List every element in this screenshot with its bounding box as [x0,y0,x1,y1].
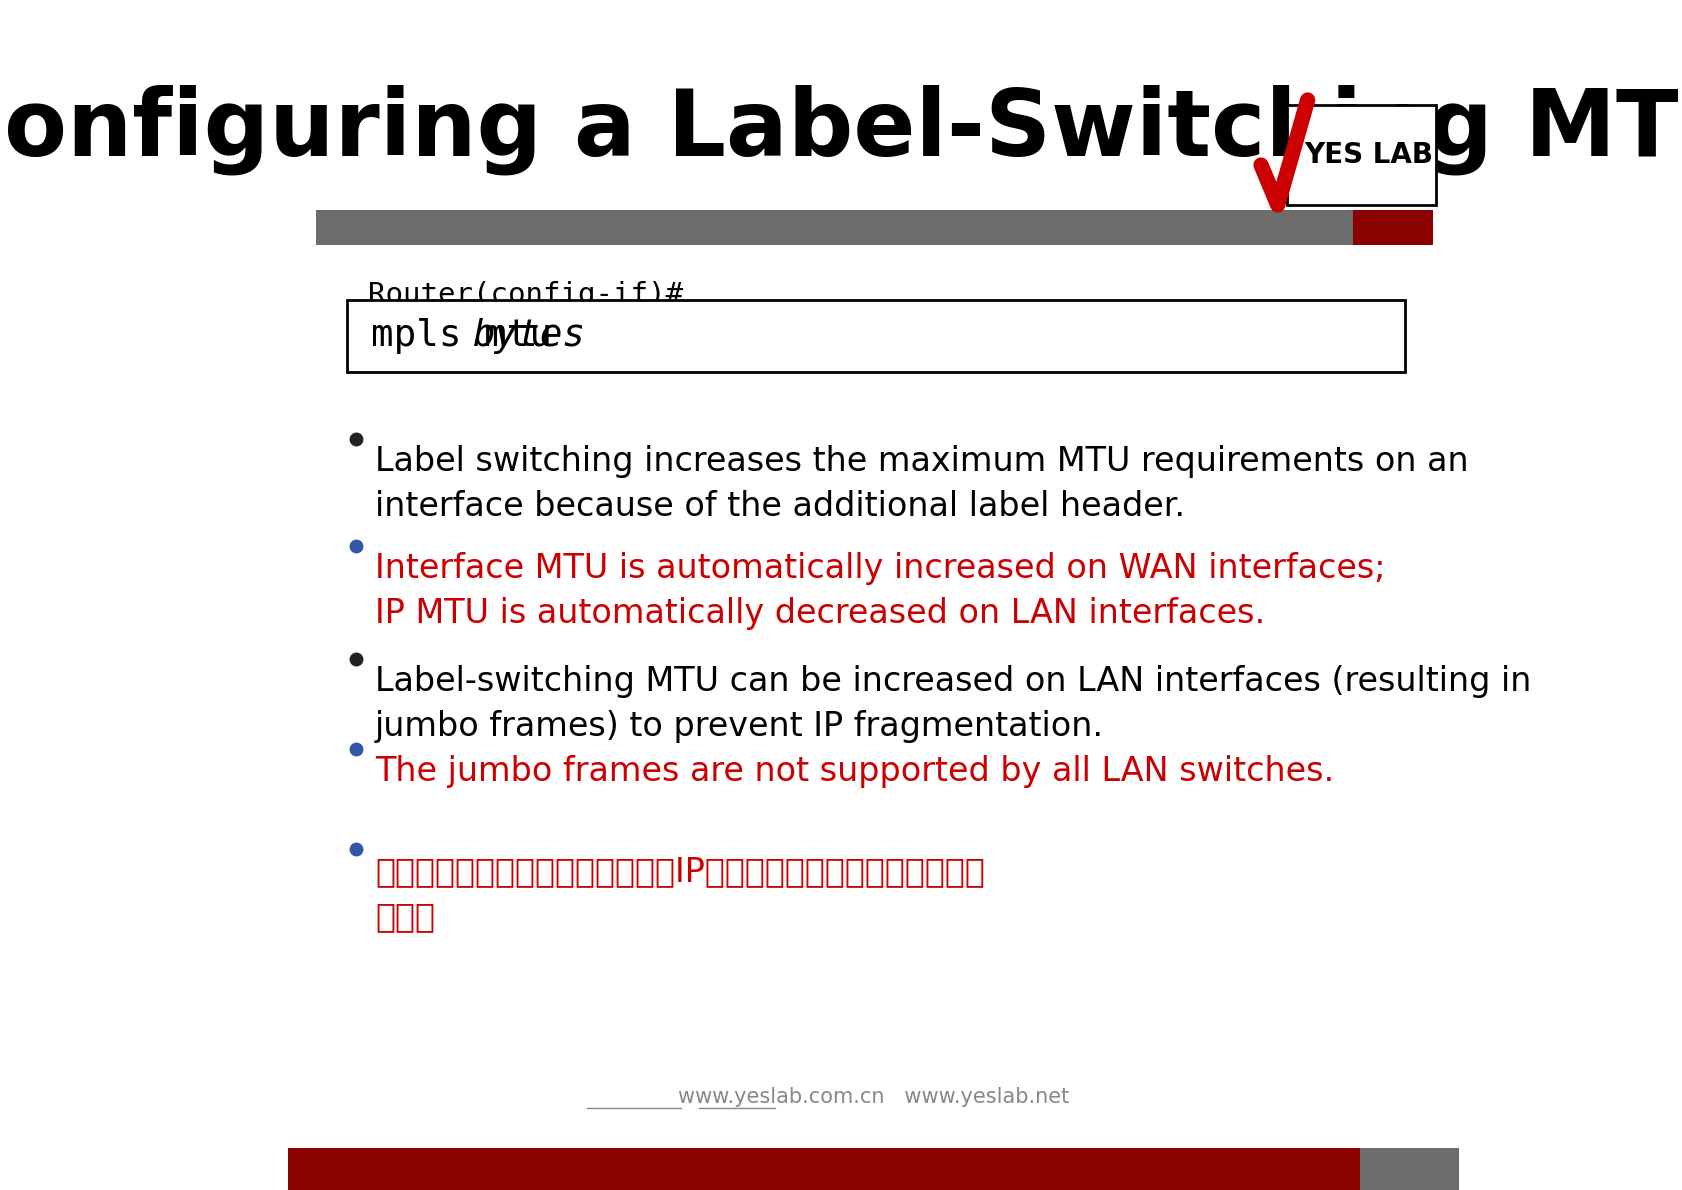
Text: Interface MTU is automatically increased on WAN interfaces;
IP MTU is automatica: Interface MTU is automatically increased… [375,552,1384,630]
Text: Label switching increases the maximum MTU requirements on an
interface because o: Label switching increases the maximum MT… [375,445,1468,522]
Text: The jumbo frames are not supported by all LAN switches.: The jumbo frames are not supported by al… [375,754,1334,788]
Text: Configuring a Label-Switching MTU: Configuring a Label-Switching MTU [0,84,1682,175]
Text: Label-switching MTU can be increased on LAN interfaces (resulting in
jumbo frame: Label-switching MTU can be increased on … [375,665,1531,743]
Text: 如果需要分片，是先移除标签，对IP报文分片，然后在每一片上附加
上标签: 如果需要分片，是先移除标签，对IP报文分片，然后在每一片上附加 上标签 [375,854,984,933]
Bar [288,1148,1359,1190]
Text: bytes: bytes [473,318,585,353]
Text: Router(config-if)#: Router(config-if)# [368,281,683,309]
Bar [316,209,1352,245]
Bar [1352,209,1431,245]
FancyBboxPatch shape [1287,105,1435,205]
Text: YES LAB: YES LAB [1304,140,1433,169]
FancyBboxPatch shape [346,300,1404,372]
Bar [1359,1148,1458,1190]
Text: mpls mtu: mpls mtu [372,318,575,353]
Text: www.yeslab.com.cn   www.yeslab.net: www.yeslab.com.cn www.yeslab.net [678,1086,1068,1107]
